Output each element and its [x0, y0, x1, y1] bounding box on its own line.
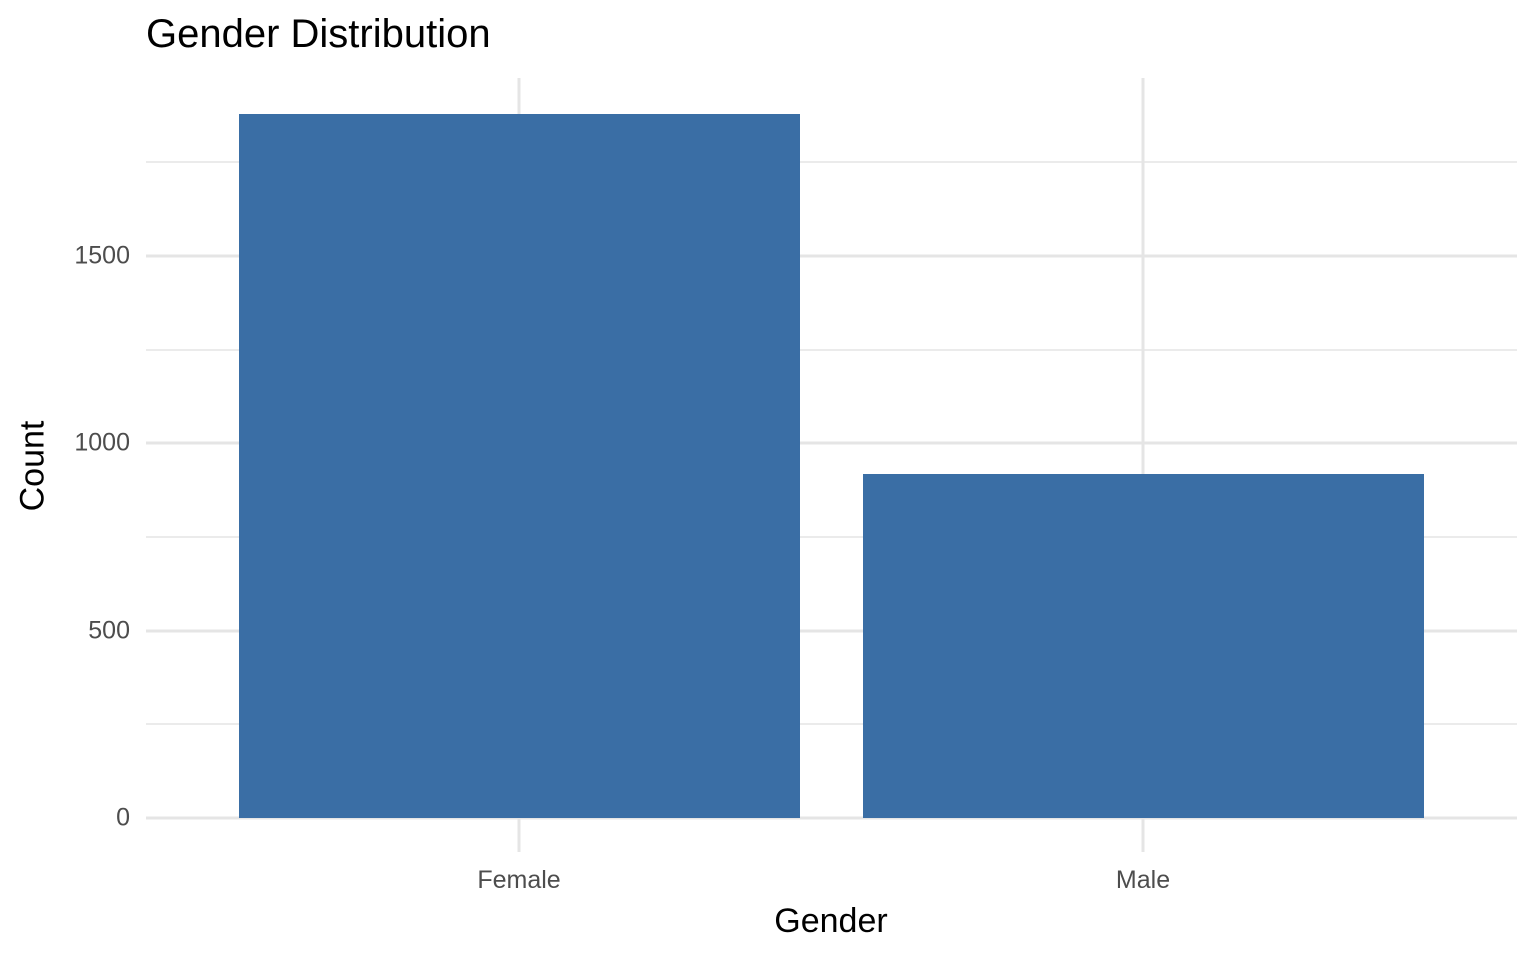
y-tick-label: 500	[88, 616, 130, 645]
bar-male	[863, 474, 1424, 818]
x-axis-label: Gender	[774, 902, 888, 940]
y-axis-label: Count	[13, 420, 52, 512]
y-tick-label: 1000	[74, 428, 130, 457]
x-tick-label: Female	[477, 866, 561, 894]
y-tick-label: 0	[116, 803, 130, 832]
bar-female	[239, 114, 800, 818]
y-tick-label: 1500	[74, 241, 130, 270]
x-tick-label: Male	[1115, 866, 1171, 894]
chart-title: Gender Distribution	[146, 12, 491, 56]
